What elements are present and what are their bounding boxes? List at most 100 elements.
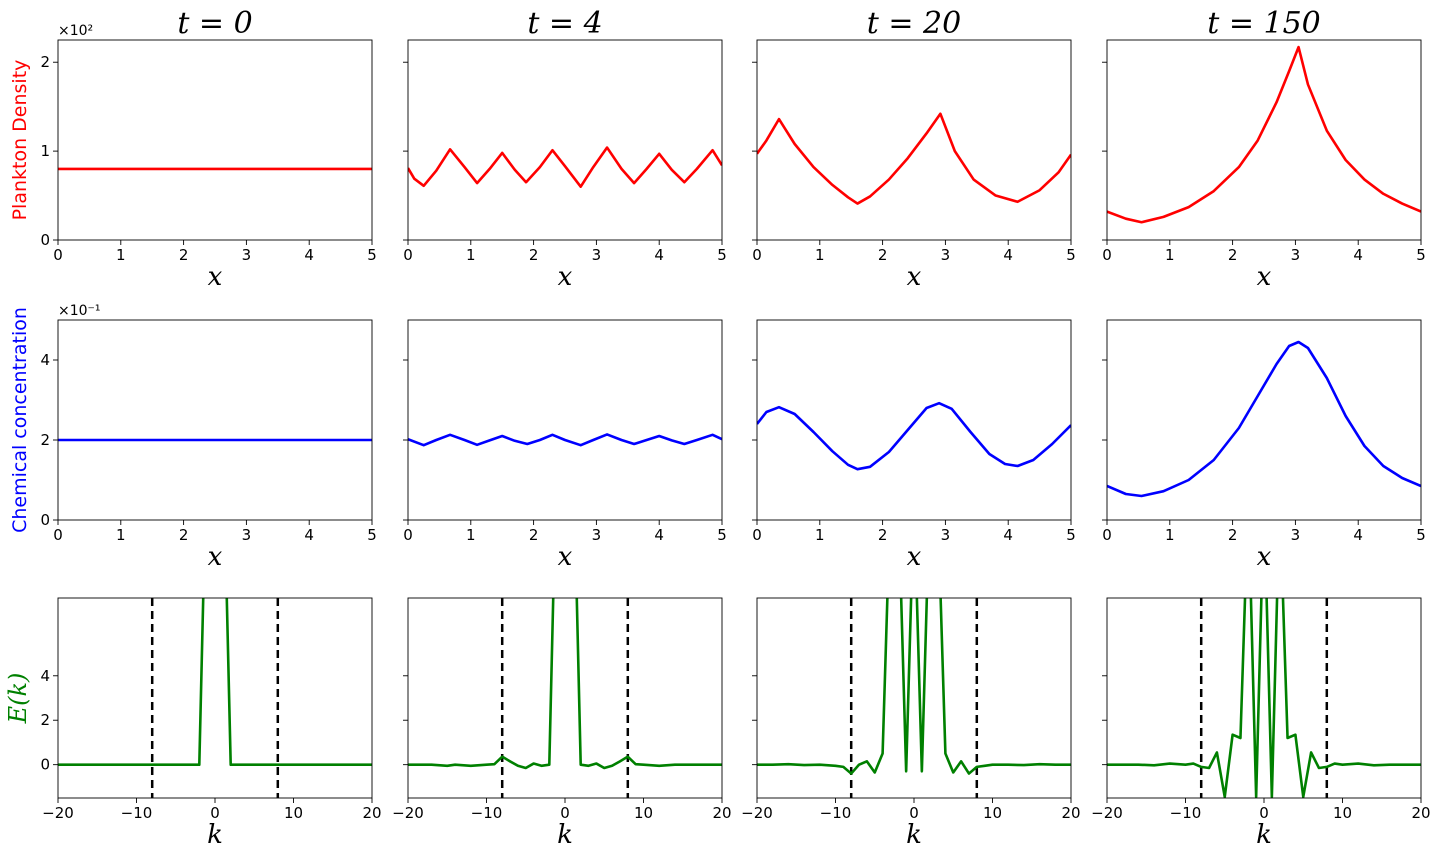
panel-plankton-2: 0 1 2 3 4 5 x	[403, 39, 727, 292]
panel-plankton-1: 0 1 2 3 4 5 0 1 2 x ×10²	[40, 23, 376, 292]
x-tick-label: −20	[42, 804, 74, 822]
x-tick-label: −10	[471, 804, 503, 822]
x-tick-label: 5	[367, 526, 377, 544]
x-tick-label: 0	[1259, 804, 1269, 822]
x-tick-label: 3	[941, 246, 951, 264]
y-tick-label: 4	[40, 351, 50, 369]
column-title-3: t = 20	[867, 6, 961, 41]
x-tick-label: 2	[529, 526, 539, 544]
series-line	[58, 598, 372, 766]
series-line	[408, 433, 722, 447]
x-tick-label: 0	[53, 526, 63, 544]
panels: 0 1 2 3 4 5 0 1 2 x ×10² 0 1 2 3 4 5 x 0 1 2 3 4 5 x 0 1 2 3 4 5 x 0 1 2 3 4…	[40, 23, 1430, 850]
x-axis-label: x	[208, 542, 223, 572]
x-tick-label: 1	[466, 526, 476, 544]
x-tick-label: 0	[752, 526, 762, 544]
x-tick-label: 0	[560, 804, 570, 822]
x-tick-label: 0	[403, 246, 413, 264]
x-tick-label: 10	[634, 804, 653, 822]
row-ylabel-spectrum: E(k)	[4, 673, 32, 725]
x-tick-label: 4	[654, 526, 664, 544]
x-tick-label: 4	[1353, 526, 1363, 544]
x-tick-label: 2	[179, 246, 189, 264]
series-line	[1107, 45, 1421, 224]
x-tick-label: 2	[179, 526, 189, 544]
x-tick-label: 1	[116, 246, 126, 264]
x-tick-label: −20	[1091, 804, 1123, 822]
x-tick-label: 4	[1353, 246, 1363, 264]
y-tick-label: 1	[40, 142, 50, 160]
x-tick-label: 3	[592, 246, 602, 264]
panel-plankton-4: 0 1 2 3 4 5 x	[1102, 39, 1426, 292]
y-tick-label: 0	[40, 756, 50, 774]
x-tick-label: 4	[1003, 526, 1013, 544]
x-tick-label: 2	[878, 526, 888, 544]
x-tick-label: 2	[529, 246, 539, 264]
x-tick-label: 4	[304, 526, 314, 544]
plot-frame	[1106, 319, 1422, 521]
x-tick-label: 2	[878, 246, 888, 264]
x-tick-label: 4	[304, 246, 314, 264]
x-tick-label: −10	[121, 804, 153, 822]
plot-frame	[1106, 39, 1422, 241]
plot-frame	[756, 319, 1072, 521]
x-tick-label: 3	[1291, 526, 1301, 544]
x-tick-label: 1	[466, 246, 476, 264]
x-tick-label: 0	[210, 804, 220, 822]
plot-frame	[407, 319, 723, 521]
series-line	[757, 112, 1071, 205]
x-tick-label: 10	[284, 804, 303, 822]
x-tick-label: 0	[403, 526, 413, 544]
plot-frame	[57, 319, 373, 521]
x-tick-label: 5	[367, 246, 377, 264]
panel-chemical-3: 0 1 2 3 4 5 x	[752, 319, 1076, 572]
x-axis-label: x	[907, 262, 922, 292]
panel-spectrum-4: −20 −10 0 10 20 k	[1091, 597, 1431, 850]
plot-frame	[57, 39, 373, 241]
x-axis-label: x	[208, 262, 223, 292]
x-tick-label: 1	[1165, 526, 1175, 544]
y-tick-label: 2	[40, 431, 50, 449]
column-title-1: t = 0	[177, 6, 252, 41]
x-tick-label: 0	[53, 246, 63, 264]
x-tick-label: −10	[1170, 804, 1202, 822]
x-axis-label: k	[1256, 820, 1272, 850]
series-line	[757, 401, 1071, 471]
x-tick-label: 20	[712, 804, 731, 822]
x-tick-label: −20	[392, 804, 424, 822]
x-tick-label: −20	[741, 804, 773, 822]
axis-scale-factor: ×10⁻¹	[58, 303, 101, 319]
x-tick-label: 5	[1066, 246, 1076, 264]
x-tick-label: 5	[1416, 246, 1426, 264]
x-tick-label: 3	[941, 526, 951, 544]
plot-frame	[756, 597, 1072, 799]
panel-chemical-1: 0 1 2 3 4 5 0 2 4 x ×10⁻¹	[40, 303, 376, 572]
x-tick-label: 1	[1165, 246, 1175, 264]
plot-frame	[1106, 597, 1422, 799]
series-line	[1107, 598, 1421, 798]
plot-frame	[407, 39, 723, 241]
x-tick-label: 5	[1066, 526, 1076, 544]
x-axis-label: x	[558, 542, 573, 572]
column-title-2: t = 4	[527, 6, 602, 41]
x-tick-label: 2	[1228, 526, 1238, 544]
x-tick-label: 20	[362, 804, 381, 822]
series-line	[408, 146, 722, 188]
column-titles: t = 0 t = 4 t = 20 t = 150	[177, 6, 1320, 41]
row-ylabel-plankton: Plankton Density	[9, 60, 31, 221]
x-tick-label: 5	[1416, 526, 1426, 544]
x-tick-label: 0	[909, 804, 919, 822]
x-tick-label: 4	[654, 246, 664, 264]
plot-frame	[57, 597, 373, 799]
x-tick-label: 5	[717, 526, 727, 544]
x-tick-label: 3	[242, 246, 252, 264]
x-tick-label: 3	[1291, 246, 1301, 264]
panel-chemical-2: 0 1 2 3 4 5 x	[403, 319, 727, 572]
x-tick-label: 3	[592, 526, 602, 544]
x-axis-label: k	[557, 820, 573, 850]
y-tick-label: 2	[40, 711, 50, 729]
row-ylabels: Plankton Density Chemical concentration E(…	[4, 60, 32, 725]
series-line	[408, 598, 722, 770]
x-axis-label: x	[1257, 262, 1272, 292]
